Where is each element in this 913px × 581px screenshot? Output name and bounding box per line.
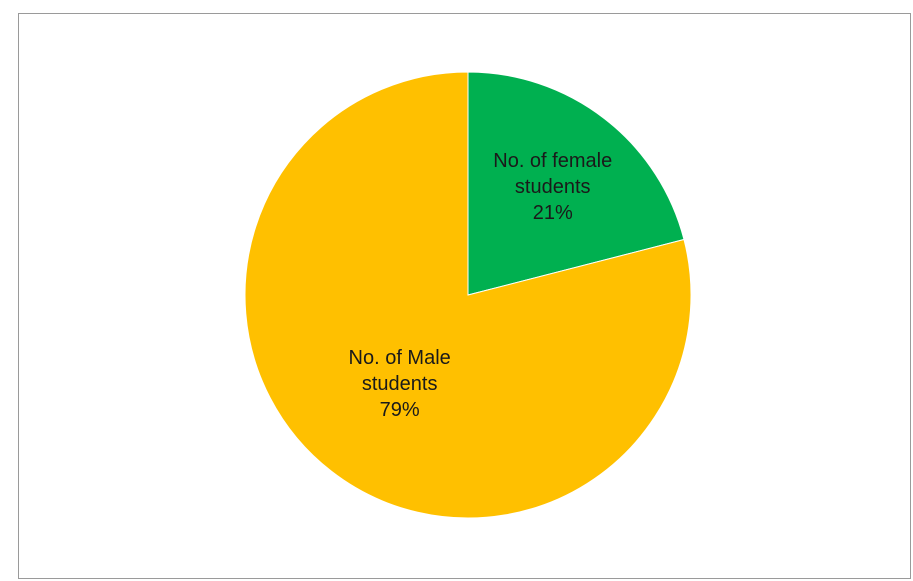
pie-slice-1 bbox=[244, 71, 692, 519]
data-label-name: No. of female bbox=[493, 150, 612, 172]
data-label-value: 79% bbox=[380, 399, 420, 421]
pie-slice-0 bbox=[467, 71, 685, 296]
data-label-value: 21% bbox=[533, 202, 573, 224]
chart-area: No. of female students 21% No. of Male stude… bbox=[18, 13, 911, 579]
pie-chart: No. of female students 21% No. of Male stude… bbox=[244, 71, 692, 519]
data-label-0: No. of female students 21% bbox=[493, 150, 612, 224]
data-label-name: No. of Male bbox=[349, 347, 451, 369]
data-label-1: No. of Male students 79% bbox=[349, 347, 451, 421]
data-label-name: students bbox=[515, 176, 591, 198]
data-label-name: students bbox=[362, 373, 438, 395]
